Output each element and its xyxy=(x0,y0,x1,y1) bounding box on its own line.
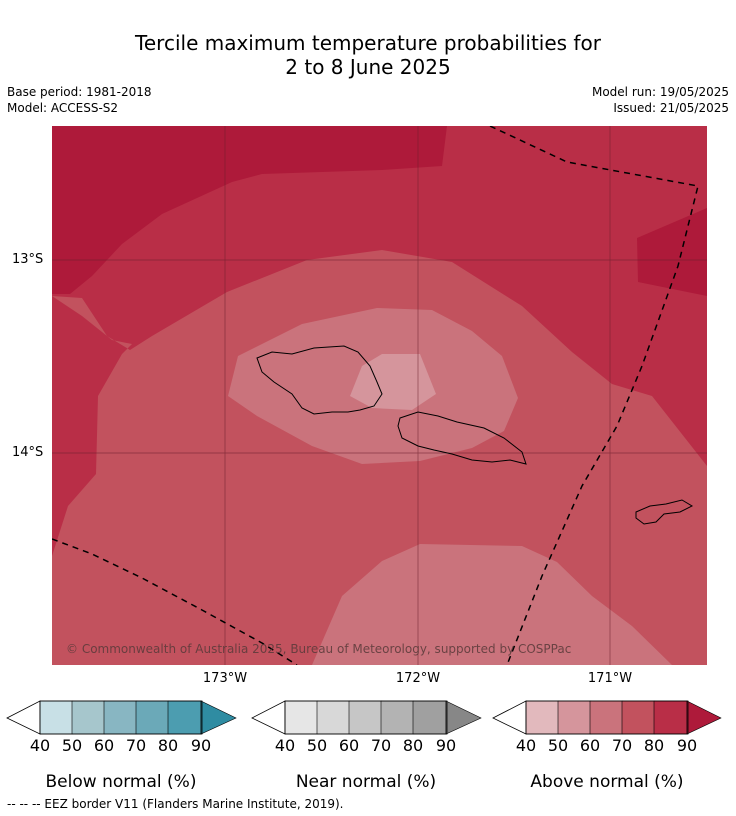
below-swatch-80 xyxy=(167,700,202,735)
model-run: Model run: 19/05/2025 xyxy=(591,85,729,99)
below-swatch-50 xyxy=(71,700,106,735)
above-swatch-70 xyxy=(621,700,656,735)
above-swatch-60 xyxy=(589,700,624,735)
above-swatch-40 xyxy=(525,700,560,735)
below-swatch-70 xyxy=(135,700,170,735)
near-tick-60: 60 xyxy=(338,736,360,755)
near-swatch-40 xyxy=(284,700,319,735)
eez-footnote: -- -- -- EEZ border V11 (Flanders Marine… xyxy=(7,797,344,811)
model-name: Model: ACCESS-S2 xyxy=(7,101,119,115)
above-swatch-50 xyxy=(557,700,592,735)
above-upper-arrow xyxy=(686,700,722,735)
zone-60-70-south xyxy=(312,544,672,665)
near-lower-arrow xyxy=(251,700,286,735)
lon-label-173w: 173°W xyxy=(202,671,248,686)
below-swatch-40 xyxy=(39,700,74,735)
title-line-2: 2 to 8 June 2025 xyxy=(285,55,451,79)
lat-label-13s: 13°S xyxy=(12,252,44,267)
copyright-credit: © Commonwealth of Australia 2025, Bureau… xyxy=(66,642,572,656)
near-swatch-80 xyxy=(412,700,447,735)
colorbar-below-swatches xyxy=(6,700,237,735)
zone-50-60-centre xyxy=(350,354,436,410)
tutuila-island xyxy=(635,499,694,525)
near-tick-50: 50 xyxy=(306,736,328,755)
below-tick-60: 60 xyxy=(93,736,115,755)
meta-right: Model run: 19/05/2025 Issued: 21/05/2025 xyxy=(592,84,729,116)
near-swatch-50 xyxy=(316,700,351,735)
below-swatch-60 xyxy=(103,700,138,735)
below-lower-arrow xyxy=(6,700,41,735)
above-tick-80: 80 xyxy=(643,736,665,755)
title-line-1: Tercile maximum temperature probabilitie… xyxy=(135,31,601,55)
above-label: Above normal (%) xyxy=(530,772,684,792)
lat-label-14s: 14°S xyxy=(12,445,44,460)
map-title: Tercile maximum temperature probabilitie… xyxy=(0,31,736,79)
near-tick-80: 80 xyxy=(402,736,424,755)
above-tick-70: 70 xyxy=(611,736,633,755)
probability-map xyxy=(52,126,707,665)
below-label: Below normal (%) xyxy=(45,772,197,792)
meta-left: Base period: 1981-2018 Model: ACCESS-S2 xyxy=(7,84,152,116)
near-label: Near normal (%) xyxy=(295,772,437,792)
below-tick-70: 70 xyxy=(125,736,147,755)
above-tick-50: 50 xyxy=(547,736,569,755)
lon-label-171w: 171°W xyxy=(587,671,633,686)
above-tick-40: 40 xyxy=(515,736,537,755)
above-lower-arrow xyxy=(492,700,527,735)
zone-90-top-left xyxy=(52,126,447,294)
below-tick-90: 90 xyxy=(190,736,212,755)
near-tick-90: 90 xyxy=(435,736,457,755)
near-swatch-60 xyxy=(348,700,383,735)
graticule xyxy=(52,126,707,665)
below-tick-80: 80 xyxy=(157,736,179,755)
savaii-island xyxy=(256,345,383,415)
colorbar-near-swatches xyxy=(251,700,482,735)
colorbar-near: 40 50 60 70 80 90 Near normal (%) xyxy=(251,700,483,800)
below-tick-50: 50 xyxy=(61,736,83,755)
issued-date: Issued: 21/05/2025 xyxy=(613,101,729,115)
above-tick-60: 60 xyxy=(579,736,601,755)
upolu-island xyxy=(397,411,527,465)
below-upper-arrow xyxy=(200,700,237,735)
colorbar-above: 40 50 60 70 80 90 Above normal (%) xyxy=(492,700,724,800)
colorbar-above-swatches xyxy=(492,700,722,735)
near-tick-40: 40 xyxy=(274,736,296,755)
colorbar-below: 40 50 60 70 80 90 Below normal (%) xyxy=(6,700,238,800)
near-tick-70: 70 xyxy=(370,736,392,755)
zone-90-right xyxy=(637,208,707,296)
map-panel[interactable]: © Commonwealth of Australia 2025, Bureau… xyxy=(52,126,707,665)
above-swatch-80 xyxy=(653,700,688,735)
eez-border xyxy=(52,126,699,665)
base-period: Base period: 1981-2018 xyxy=(7,85,152,99)
above-tick-90: 90 xyxy=(676,736,698,755)
lon-label-172w: 172°W xyxy=(395,671,441,686)
near-swatch-70 xyxy=(380,700,415,735)
below-tick-40: 40 xyxy=(29,736,51,755)
near-upper-arrow xyxy=(445,700,482,735)
